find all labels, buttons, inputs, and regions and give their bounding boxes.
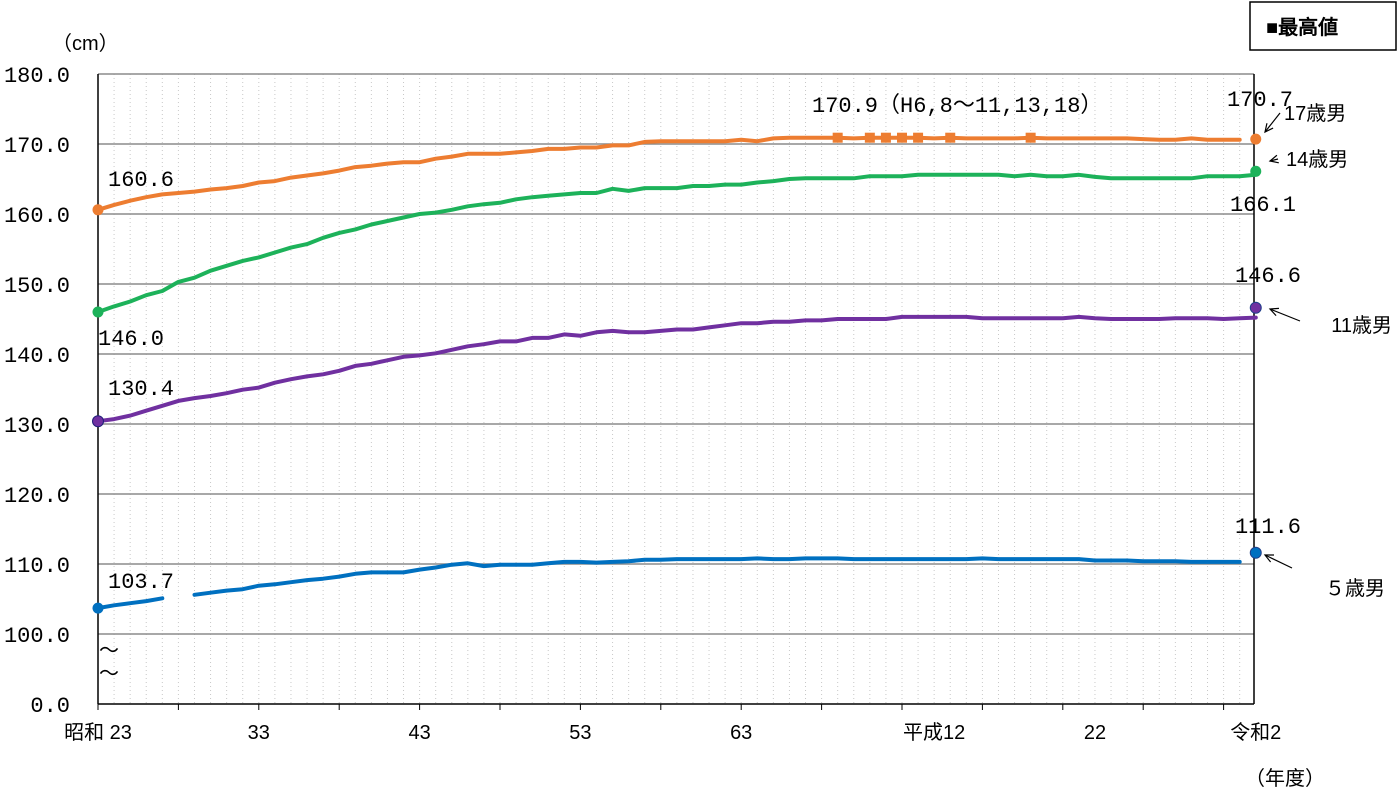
series-end-value: 170.7 bbox=[1227, 88, 1293, 113]
series-line bbox=[96, 135, 1242, 212]
x-unit-label: （年度） bbox=[1245, 767, 1325, 790]
max-value-marker bbox=[880, 132, 891, 143]
series-end-marker bbox=[1250, 133, 1262, 145]
x-tick-label: 43 bbox=[408, 722, 430, 744]
series-line bbox=[96, 314, 1258, 424]
legend-box bbox=[1249, 1, 1397, 51]
series-layer bbox=[92, 132, 1262, 614]
x-tick-label: 63 bbox=[730, 722, 752, 744]
series-line bbox=[192, 556, 1242, 597]
series-start-marker bbox=[92, 306, 104, 318]
series-end-value: 166.1 bbox=[1230, 193, 1296, 218]
y-tick-label: 150.0 bbox=[4, 274, 70, 299]
max-value-marker bbox=[1025, 132, 1036, 143]
series-end-marker bbox=[1249, 546, 1262, 559]
series-line bbox=[96, 596, 165, 611]
series-name-label: 11歳男 bbox=[1331, 314, 1392, 337]
series-end-value: 111.6 bbox=[1235, 515, 1301, 540]
y-tick-label: 120.0 bbox=[4, 484, 70, 509]
max-value-marker bbox=[945, 132, 956, 143]
legend-label: ■最高値 bbox=[1266, 15, 1338, 39]
max-value-annotation: 170.9（H6,8〜11,13,18） bbox=[812, 94, 1102, 119]
x-tick-label: 22 bbox=[1084, 722, 1106, 744]
y-tick-label: 0.0 bbox=[30, 694, 70, 719]
series-start-value: 103.7 bbox=[108, 570, 174, 595]
y-tick-label: 140.0 bbox=[4, 344, 70, 369]
series-start-value: 130.4 bbox=[108, 377, 174, 402]
grid-layer bbox=[98, 73, 1254, 704]
x-tick-label: 昭和 23 bbox=[64, 721, 132, 744]
series-line bbox=[96, 172, 1258, 314]
series-end-value: 146.6 bbox=[1235, 264, 1301, 289]
series-pointer-arrowhead bbox=[1268, 154, 1279, 164]
series-start-value: 160.6 bbox=[108, 168, 174, 193]
x-tick-label: 平成12 bbox=[903, 721, 965, 744]
series-pointer-arrow bbox=[1264, 112, 1281, 133]
series-name-label: 14歳男 bbox=[1286, 148, 1348, 171]
series-start-marker bbox=[92, 602, 104, 614]
x-tick-label: 53 bbox=[569, 722, 591, 744]
axis-layer: 0.0 100.0 110.0 120.0 130.0 140.0 150.0 160.0 17… bbox=[4, 64, 1281, 744]
max-value-marker bbox=[832, 132, 843, 143]
series-pointer-arrowhead bbox=[1268, 307, 1280, 317]
max-value-marker bbox=[864, 132, 875, 143]
max-value-marker bbox=[897, 132, 907, 143]
series-end-marker bbox=[1249, 301, 1262, 314]
y-tick-label: 170.0 bbox=[4, 134, 70, 159]
y-tick-label: 160.0 bbox=[4, 204, 70, 229]
max-value-marker bbox=[913, 132, 924, 143]
series-name-label: 17歳男 bbox=[1284, 102, 1346, 125]
series-pointer-arrowhead bbox=[1264, 123, 1274, 134]
y-unit-label: （cm） bbox=[52, 32, 119, 55]
series-name-label: ５歳男 bbox=[1325, 577, 1385, 600]
y-tick-label: 130.0 bbox=[4, 414, 70, 439]
axis-break-mark: 〜 bbox=[99, 640, 119, 662]
series-pointer-arrow bbox=[1264, 554, 1293, 569]
x-tick-label: 令和2 bbox=[1230, 721, 1281, 744]
series-start-value: 146.0 bbox=[98, 327, 164, 352]
axis-break-mark: 〜 bbox=[99, 663, 119, 685]
series-start-marker bbox=[92, 415, 104, 428]
legend: ■最高値 bbox=[1249, 1, 1397, 51]
series-end-marker bbox=[1250, 165, 1262, 177]
y-tick-label: 180.0 bbox=[4, 64, 70, 89]
y-tick-label: 100.0 bbox=[4, 624, 70, 649]
series-start-marker bbox=[92, 204, 104, 216]
x-tick-label: 33 bbox=[248, 722, 270, 744]
series-pointer-arrow bbox=[1269, 308, 1301, 322]
series-pointer-arrowhead bbox=[1263, 554, 1275, 563]
y-tick-label: 110.0 bbox=[4, 554, 70, 579]
